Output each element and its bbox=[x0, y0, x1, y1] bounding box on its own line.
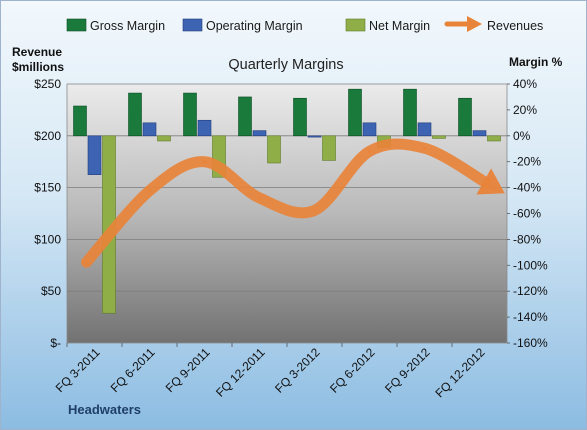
bar-gross-margin bbox=[128, 92, 142, 137]
revenue-trend bbox=[81, 138, 505, 268]
revenue-point bbox=[203, 160, 206, 164]
left-tick-label: $150 bbox=[34, 181, 61, 195]
x-tick-label: FQ 6-2012 bbox=[327, 345, 378, 396]
right-tick-label: 40% bbox=[513, 77, 537, 91]
bar-operating-margin bbox=[417, 122, 432, 137]
source-label: Headwaters bbox=[68, 402, 141, 417]
chart-title: Quarterly Margins bbox=[228, 57, 343, 73]
bar-gross-margin bbox=[73, 105, 87, 137]
legend-swatch-net-margin bbox=[345, 18, 366, 32]
bar-operating-margin bbox=[362, 122, 377, 137]
left-axis: $250 $200 $150 $100 $50 $- bbox=[34, 77, 61, 350]
right-tick-label: -140% bbox=[513, 310, 548, 324]
legend-swatch-gross-margin bbox=[66, 18, 87, 32]
legend-label-net-margin: Net Margin bbox=[369, 19, 430, 33]
bar-operating-margin bbox=[87, 135, 102, 175]
bar-gross-margin bbox=[293, 97, 307, 137]
left-tick-label: $100 bbox=[34, 232, 61, 246]
bar-net-margin bbox=[157, 135, 171, 142]
bar-net-margin bbox=[487, 135, 501, 142]
revenue-point bbox=[258, 196, 261, 200]
right-axis-title: Margin % bbox=[509, 55, 563, 69]
bar-gross-margin bbox=[458, 97, 472, 137]
x-tick-label: FQ 9-2012 bbox=[382, 345, 433, 396]
bar-operating-margin bbox=[142, 122, 157, 137]
revenue-point bbox=[313, 208, 316, 212]
bar-net-margin bbox=[432, 135, 446, 139]
left-tick-label: $200 bbox=[34, 129, 61, 143]
left-axis-title-line2: $millions bbox=[12, 60, 64, 74]
bar-gross-margin bbox=[348, 88, 362, 137]
bar-operating-margin bbox=[252, 130, 267, 137]
left-tick-label: $- bbox=[50, 336, 61, 350]
legend-swatch-operating-margin bbox=[182, 18, 203, 32]
x-tick-label: FQ 6-2011 bbox=[108, 345, 158, 395]
right-tick-label: -60% bbox=[513, 207, 541, 221]
legend-label-gross-margin: Gross Margin bbox=[90, 19, 165, 33]
x-tick-label: FQ 3-2011 bbox=[53, 345, 103, 395]
right-tick-label: -120% bbox=[513, 284, 548, 298]
right-axis: 40% 20% 0% -20% -40% -60% -80% -100% -120% -140% -… bbox=[507, 77, 548, 350]
right-tick-label: -80% bbox=[513, 232, 541, 246]
revenue-point bbox=[423, 146, 426, 150]
legend: Gross Margin Operating Margin Net Margin… bbox=[66, 16, 543, 33]
bar-operating-margin bbox=[197, 119, 212, 137]
x-tick-label: FQ 12-2012 bbox=[432, 345, 487, 400]
x-tick-label: FQ 3-2012 bbox=[272, 345, 323, 396]
bar-operating-margin bbox=[307, 135, 322, 138]
bar-net-margin bbox=[267, 135, 281, 164]
right-tick-label: -20% bbox=[513, 155, 541, 169]
x-tick-label: FQ 12-2011 bbox=[213, 345, 268, 400]
bar-operating-margin bbox=[472, 130, 487, 137]
left-tick-label: $50 bbox=[41, 284, 61, 298]
legend-label-revenues: Revenues bbox=[487, 19, 543, 33]
right-tick-label: -100% bbox=[513, 258, 548, 272]
right-tick-label: -40% bbox=[513, 181, 541, 195]
right-tick-label: 0% bbox=[513, 129, 531, 143]
bar-gross-margin bbox=[238, 96, 252, 137]
right-tick-label: -160% bbox=[513, 336, 548, 350]
revenue-point bbox=[85, 260, 88, 264]
legend-label-operating-margin: Operating Margin bbox=[206, 19, 303, 33]
x-tick-label: FQ 9-2011 bbox=[163, 345, 213, 395]
bars bbox=[73, 88, 501, 314]
bar-net-margin bbox=[322, 135, 336, 161]
bar-gross-margin bbox=[403, 88, 417, 137]
x-axis: FQ 3-2011 FQ 6-2011 FQ 9-2011 FQ 12-2011 FQ … bbox=[53, 343, 488, 400]
revenue-trend-arrowhead bbox=[476, 168, 505, 195]
right-tick-label: 20% bbox=[513, 103, 537, 117]
bar-gross-margin bbox=[183, 92, 197, 137]
revenue-point bbox=[148, 189, 151, 193]
revenue-point bbox=[368, 149, 371, 153]
left-tick-label: $250 bbox=[34, 77, 61, 91]
left-axis-title-line1: Revenue bbox=[12, 45, 62, 59]
legend-arrowhead-revenues bbox=[467, 16, 482, 32]
